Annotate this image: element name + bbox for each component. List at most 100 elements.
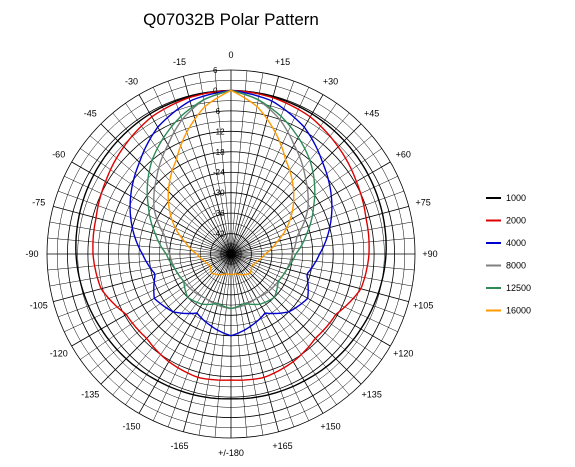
legend-label-1000: 1000 <box>506 193 526 203</box>
grid-spoke <box>80 148 232 255</box>
angle-tick-label: +90 <box>422 249 437 259</box>
angle-tick-label: +75 <box>416 198 431 208</box>
series-line-4000 <box>129 89 333 337</box>
angle-tick-label: +135 <box>362 390 382 400</box>
series-line-2000 <box>92 89 370 381</box>
grid-spoke <box>230 253 398 333</box>
series-layer <box>75 89 387 400</box>
grid-spoke <box>230 72 264 255</box>
grid-spoke <box>152 87 232 255</box>
grid-spoke <box>64 253 232 333</box>
grid-spoke <box>230 190 404 255</box>
angle-tick-label: +150 <box>320 421 340 431</box>
grid-spoke <box>58 253 232 318</box>
angle-tick-label: +15 <box>275 57 290 67</box>
radial-tick-label: 6 <box>213 66 218 75</box>
angle-tick-label: +120 <box>393 349 413 359</box>
legend: 1000 2000 4000 8000 12500 16000 <box>486 193 531 316</box>
radial-tick-label: -42 <box>213 230 225 239</box>
angle-tick-label: -60 <box>52 150 65 160</box>
grid-spoke <box>167 253 232 427</box>
angle-tick-label: +/-180 <box>218 448 244 458</box>
grid-spoke <box>230 87 310 255</box>
grid-spoke <box>230 76 279 255</box>
angle-tick-label: +60 <box>396 150 411 160</box>
grid-spoke <box>230 103 337 255</box>
radial-tick-label: -36 <box>213 209 225 218</box>
angle-tick-label: -150 <box>122 421 140 431</box>
grid-spoke <box>230 253 382 360</box>
grid-spoke <box>230 253 248 438</box>
grid-spoke <box>125 103 232 255</box>
grid-spoke <box>58 190 232 255</box>
grid-spoke <box>214 70 232 255</box>
angle-tick-label: 0 <box>228 50 233 60</box>
grid-spoke <box>230 206 409 255</box>
grid-spoke <box>167 81 232 255</box>
legend-label-8000: 8000 <box>506 261 526 271</box>
angle-tick-label: +105 <box>413 301 433 311</box>
grid-spoke <box>230 253 295 427</box>
angle-tick-label: -105 <box>30 301 48 311</box>
grid-spoke <box>53 206 232 255</box>
grid-spoke <box>183 76 232 255</box>
angle-tick-label: -30 <box>125 77 138 87</box>
series-line-12500 <box>146 89 316 310</box>
axis-labels: 0 +15 +30 +45 +60 +75 +90 +105 +120 +135 +150 +165 +… <box>25 50 437 458</box>
radial-tick-label: -24 <box>213 168 225 177</box>
grid-spoke <box>125 253 232 405</box>
grid-spoke <box>230 237 415 255</box>
angle-tick-label: +30 <box>323 77 338 87</box>
legend-label-2000: 2000 <box>506 216 526 226</box>
polar-grid <box>46 69 416 439</box>
legend-label-16000: 16000 <box>506 306 531 316</box>
grid-spoke <box>230 253 409 302</box>
grid-spoke <box>112 253 232 396</box>
grid-spoke <box>230 253 373 373</box>
grid-spoke <box>198 253 232 436</box>
grid-spoke <box>230 135 373 255</box>
grid-spoke <box>230 123 362 255</box>
angle-tick-label: +165 <box>272 441 292 451</box>
grid-spoke <box>230 253 350 396</box>
grid-spoke <box>183 253 232 432</box>
angle-tick-label: -120 <box>50 349 68 359</box>
legend-label-12500: 12500 <box>506 283 531 293</box>
grid-spoke <box>71 161 232 255</box>
legend-label-4000: 4000 <box>506 238 526 248</box>
grid-spoke <box>230 253 279 432</box>
series-line-16000 <box>167 89 295 276</box>
grid-spoke <box>230 81 295 255</box>
grid-spoke <box>230 161 391 255</box>
grid-spoke <box>230 253 324 414</box>
radial-tick-label: -30 <box>213 189 225 198</box>
grid-spoke <box>198 72 232 255</box>
grid-spoke <box>100 123 232 255</box>
grid-spoke <box>71 253 232 347</box>
angle-tick-label: -135 <box>81 390 99 400</box>
angle-tick-label: -90 <box>25 249 38 259</box>
angle-tick-label: -15 <box>173 57 186 67</box>
grid-spoke <box>53 253 232 302</box>
grid-spoke <box>138 253 232 414</box>
grid-spoke <box>230 175 398 255</box>
grid-spoke <box>100 253 232 385</box>
radial-tick-label: -18 <box>213 148 225 157</box>
grid-spoke <box>47 253 232 271</box>
radial-tick-label: -6 <box>213 107 221 116</box>
angle-tick-label: -165 <box>170 441 188 451</box>
grid-spoke <box>89 135 232 255</box>
grid-spoke <box>230 253 415 271</box>
grid-spoke <box>80 253 232 360</box>
chart-title: Q07032B Polar Pattern <box>143 10 319 29</box>
grid-spoke <box>230 253 310 421</box>
radial-tick-label: 0 <box>213 86 218 95</box>
grid-spoke <box>230 253 264 436</box>
grid-spoke <box>230 221 413 255</box>
grid-spoke <box>64 175 232 255</box>
grid-spoke <box>230 253 391 347</box>
grid-spoke <box>152 253 232 421</box>
grid-spoke <box>230 94 324 255</box>
angle-tick-label: -75 <box>32 198 45 208</box>
